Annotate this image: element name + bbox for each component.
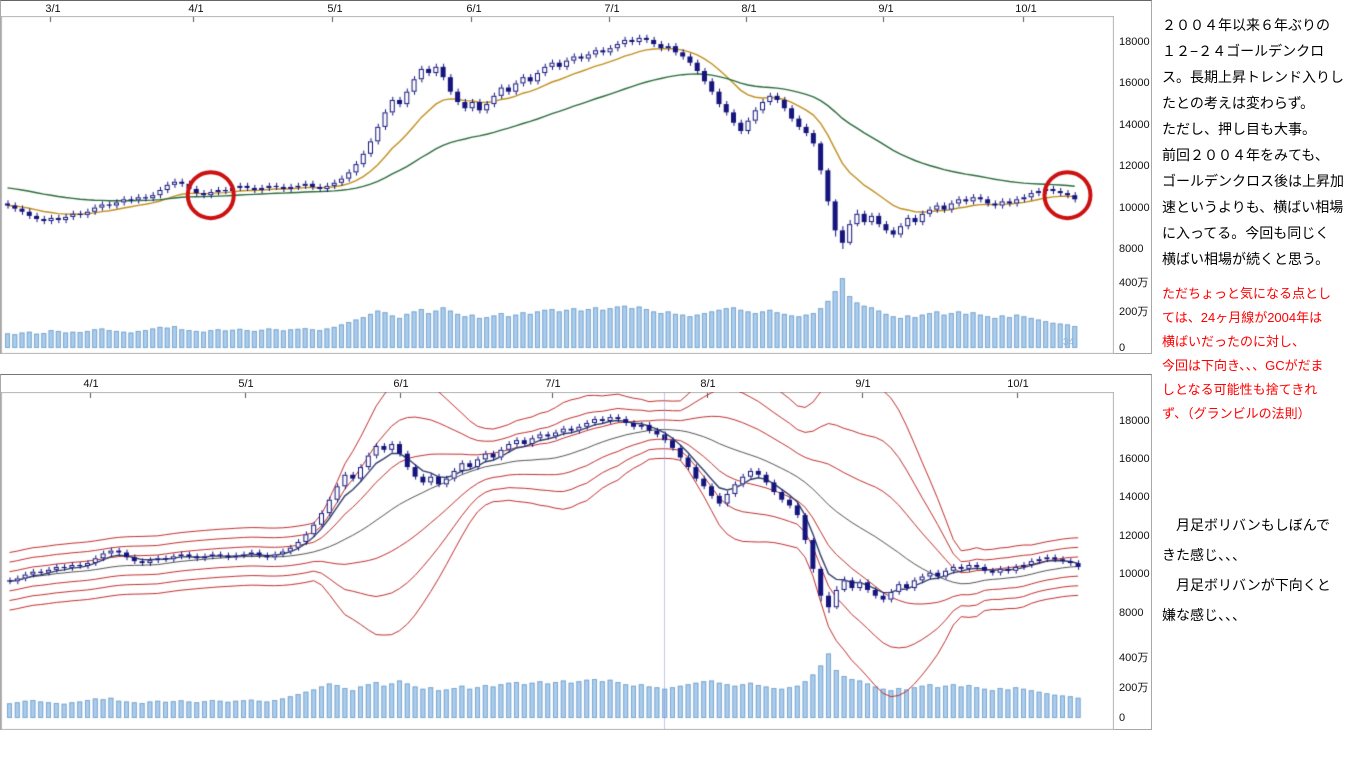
bollinger-comment-text: 月足ボリバンもしぼんで きた感じ、、、 月足ボリバンが下向くと 嫌な感じ、、、 [1162, 517, 1331, 623]
y-axis-label: 16000 [1119, 453, 1150, 465]
y-axis-label: 8000 [1119, 243, 1144, 255]
x-axis-label: 4/1 [188, 3, 204, 15]
x-axis-label: 5/1 [238, 378, 254, 390]
volume-axis-label: 400万 [1119, 277, 1149, 289]
warning-comment-text: ただちょっと気になる点とし ては、24ヶ月線が2004年は 横ばいだったのに対し… [1162, 286, 1332, 421]
bollinger-chart-bottom-panel: 4/1 5/1 6/1 7/1 8/1 9/1 10/1 18000 16000… [0, 374, 1152, 730]
volume-axis-label: 200万 [1119, 682, 1149, 694]
y-axis-label: 10000 [1119, 202, 1150, 214]
x-axis-label: 6/1 [466, 3, 482, 15]
x-axis-label: 8/1 [741, 3, 757, 15]
x-axis-label: 5/1 [327, 3, 343, 15]
y-axis-label: 14000 [1119, 119, 1150, 131]
bollinger-canvas-bottom[interactable] [1, 392, 1114, 730]
y-axis-label: 12000 [1119, 530, 1150, 542]
volume-axis-label: 200万 [1119, 306, 1149, 318]
corner-count-label: 34 [1063, 337, 1075, 348]
x-axis-label: 9/1 [878, 3, 894, 15]
y-axis-label: 14000 [1119, 491, 1150, 503]
y-axis-label: 18000 [1119, 36, 1150, 48]
y-axis-label: 12000 [1119, 160, 1150, 172]
price-chart-top-panel: 3/1 4/1 5/1 6/1 7/1 8/1 9/1 10/1 18000 1… [0, 0, 1152, 354]
analysis-comment-text: ２００４年以来６年ぶりの １２−２４ゴールデンクロ ス。長期上昇トレンド入りし … [1162, 17, 1344, 267]
x-axis-label: 9/1 [855, 378, 871, 390]
volume-axis-label: 0 [1119, 712, 1126, 724]
x-axis-label: 8/1 [700, 378, 716, 390]
x-axis-label: 7/1 [545, 378, 561, 390]
x-axis-label: 10/1 [1007, 378, 1029, 390]
y-axis-label: 10000 [1119, 568, 1150, 580]
x-axis-label: 3/1 [45, 3, 61, 15]
x-axis-label: 10/1 [1015, 3, 1037, 15]
y-axis-label: 8000 [1119, 607, 1144, 619]
x-axis-label: 6/1 [393, 378, 409, 390]
x-axis-label: 7/1 [604, 3, 620, 15]
volume-axis-label: 0 [1119, 342, 1126, 354]
x-axis-label: 4/1 [83, 378, 99, 390]
y-axis-label: 18000 [1119, 415, 1150, 427]
volume-axis-label: 400万 [1119, 652, 1149, 664]
candlestick-canvas-top[interactable] [1, 16, 1114, 354]
y-axis-label: 16000 [1119, 77, 1150, 89]
